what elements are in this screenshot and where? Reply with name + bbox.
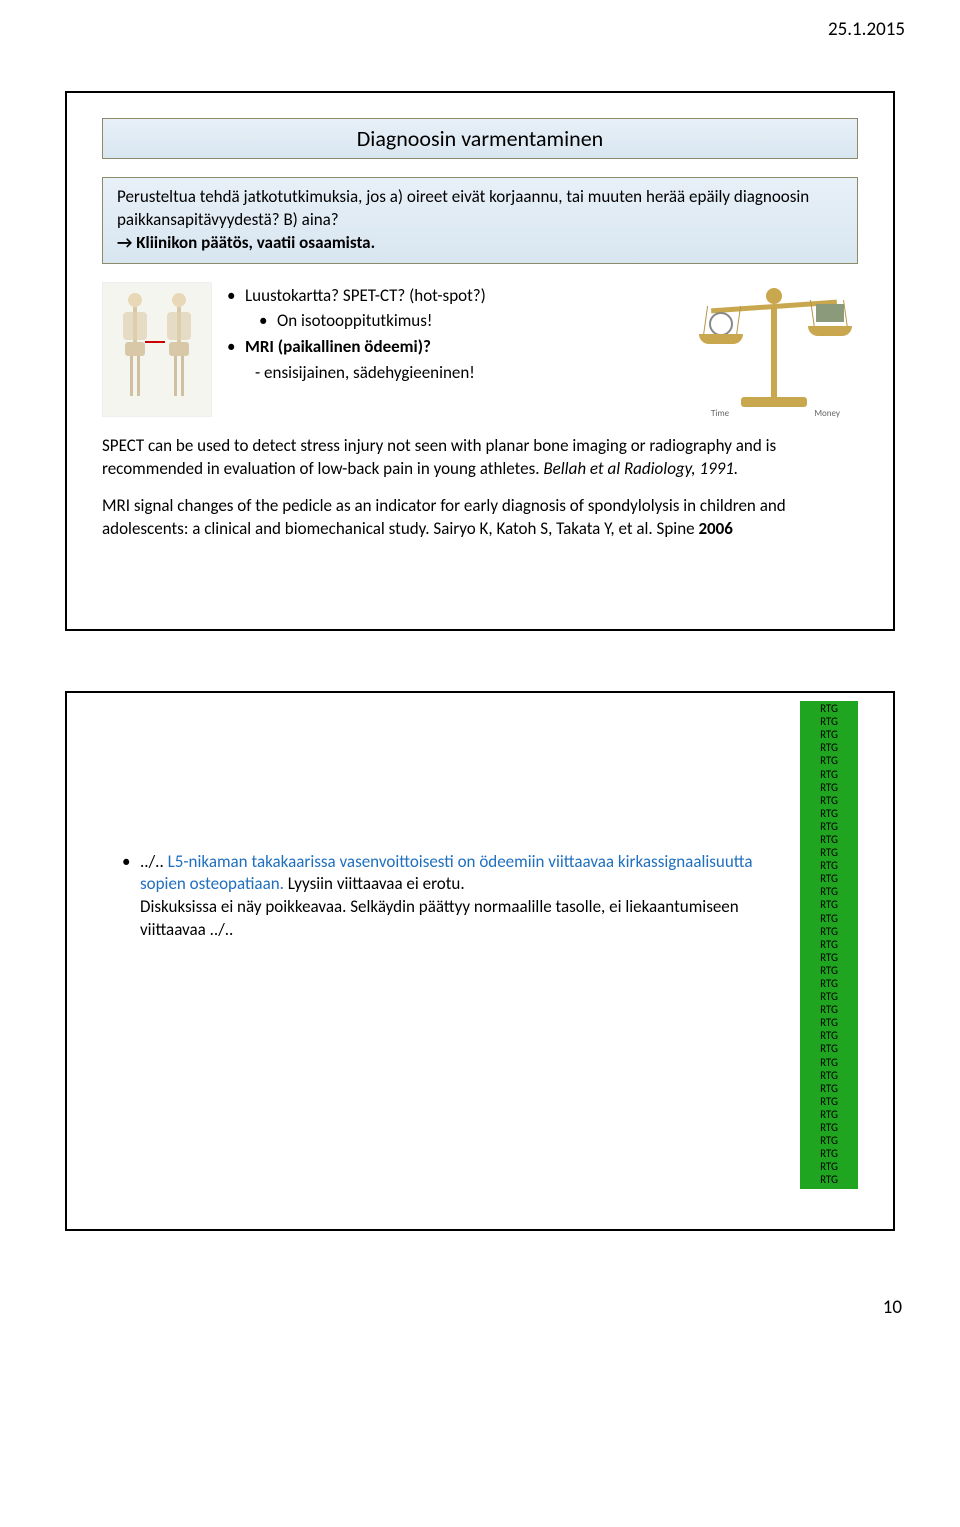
rtg-row: RTG <box>800 794 858 807</box>
rtg-row: RTG <box>800 1174 858 1187</box>
rtg-row: RTG <box>800 1148 858 1161</box>
rtg-green-block: RTGRTGRTGRTGRTGRTGRTGRTGRTGRTGRTGRTGRTGR… <box>800 701 858 1189</box>
slide-2-bullet: ../.. L5-nikaman takakaarissa vasenvoitt… <box>122 851 770 943</box>
rtg-row: RTG <box>800 729 858 742</box>
rtg-row: RTG <box>800 755 858 768</box>
slide-2: ../.. L5-nikaman takakaarissa vasenvoitt… <box>65 691 895 1231</box>
rtg-row: RTG <box>800 1069 858 1082</box>
bullet-1-sub: On isotooppitutkimus! <box>227 309 678 334</box>
rtg-row: RTG <box>800 1108 858 1121</box>
rtg-row: RTG <box>800 1095 858 1108</box>
rtg-row: RTG <box>800 964 858 977</box>
page-number: 10 <box>883 1296 902 1319</box>
rtg-row: RTG <box>800 847 858 860</box>
rtg-row: RTG <box>800 1122 858 1135</box>
intro-line-2: → Kliinikon päätös, vaatii osaamista. <box>117 232 843 255</box>
balance-scale-image: Time Money <box>693 282 858 417</box>
rtg-row: RTG <box>800 1161 858 1174</box>
rtg-row: RTG <box>800 820 858 833</box>
paragraph-2-ref: Spine 2006 <box>657 518 733 539</box>
scale-label-money: Money <box>814 408 840 419</box>
scale-label-time: Time <box>711 408 729 419</box>
rtg-row: RTG <box>800 716 858 729</box>
bullet-2-note: - ensisijainen, sädehygieeninen! <box>227 361 678 386</box>
date-header: 25.1.2015 <box>50 18 910 41</box>
rtg-row: RTG <box>800 899 858 912</box>
rtg-row: RTG <box>800 912 858 925</box>
rtg-row: RTG <box>800 978 858 991</box>
rtg-row: RTG <box>800 781 858 794</box>
slide-1: Diagnoosin varmentaminen Perusteltua teh… <box>65 91 895 631</box>
paragraph-2: MRI signal changes of the pedicle as an … <box>102 495 858 541</box>
money-icon <box>816 304 844 322</box>
rtg-row: RTG <box>800 1030 858 1043</box>
slide-1-bullets: Luustokartta? SPET-CT? (hot-spot?) On is… <box>227 282 678 417</box>
rtg-row: RTG <box>800 886 858 899</box>
slide-1-title: Diagnoosin varmentaminen <box>102 118 858 159</box>
rtg-row: RTG <box>800 703 858 716</box>
rtg-row: RTG <box>800 807 858 820</box>
intro-line-1: Perusteltua tehdä jatkotutkimuksia, jos … <box>117 186 843 232</box>
rtg-row: RTG <box>800 1082 858 1095</box>
slide-2-text: ../.. L5-nikaman takakaarissa vasenvoitt… <box>122 851 770 1189</box>
rtg-row: RTG <box>800 1017 858 1030</box>
rtg-row: RTG <box>800 991 858 1004</box>
bullet-2: MRI (paikallinen ödeemi)? <box>227 335 678 360</box>
skeleton-image <box>102 282 212 417</box>
rtg-row: RTG <box>800 1056 858 1069</box>
rtg-row: RTG <box>800 925 858 938</box>
clock-icon <box>709 312 733 336</box>
paragraph-1: SPECT can be used to detect stress injur… <box>102 435 858 481</box>
slide-1-content-row: Luustokartta? SPET-CT? (hot-spot?) On is… <box>102 282 858 417</box>
rtg-row: RTG <box>800 951 858 964</box>
slide-1-intro: Perusteltua tehdä jatkotutkimuksia, jos … <box>102 177 858 264</box>
rtg-row: RTG <box>800 1135 858 1148</box>
bullet-1: Luustokartta? SPET-CT? (hot-spot?) <box>227 284 678 309</box>
rtg-row: RTG <box>800 1004 858 1017</box>
rtg-row: RTG <box>800 938 858 951</box>
rtg-row: RTG <box>800 860 858 873</box>
rtg-row: RTG <box>800 742 858 755</box>
rtg-row: RTG <box>800 1043 858 1056</box>
rtg-row: RTG <box>800 873 858 886</box>
rtg-row: RTG <box>800 768 858 781</box>
rtg-row: RTG <box>800 833 858 846</box>
